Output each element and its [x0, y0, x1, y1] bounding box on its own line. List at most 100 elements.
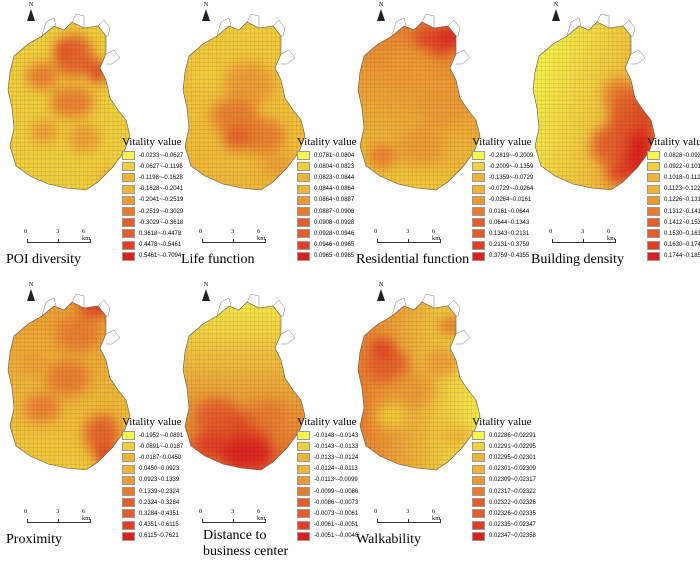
legend-label: -0.0061~-0.0051 — [314, 522, 359, 529]
vitality-hotspot — [418, 84, 466, 128]
coastline — [216, 17, 232, 37]
legend-item: 0.1123~0.1226 — [647, 184, 700, 195]
north-label: N — [28, 2, 34, 8]
scale-label: 3 — [231, 508, 235, 515]
legend-item: 0.1630~0.1744 — [647, 240, 700, 251]
legend-item: 0.0844~0.0864 — [297, 184, 357, 195]
legend-swatch — [297, 442, 310, 452]
legend-label: 0.02309~0.02317 — [489, 477, 536, 484]
legend-swatch — [297, 162, 310, 172]
scale-bar: 0 3 6 km — [374, 228, 444, 250]
vitality-hotspot — [195, 398, 239, 434]
legend-label: 0.1339~0.2324 — [139, 488, 180, 495]
legend-swatch — [297, 453, 310, 463]
legend-item: 0.0946~0.0965 — [297, 240, 357, 251]
coastline — [272, 299, 286, 317]
vitality-hotspot — [223, 62, 275, 106]
legend-item: 0.0644~0.1343 — [472, 217, 533, 228]
coastline — [391, 297, 407, 317]
scale-label: 6 km — [432, 508, 441, 522]
legend-swatch — [647, 218, 660, 228]
legend-label: 0.0644~0.1343 — [489, 219, 530, 226]
north-arrow: N — [24, 2, 38, 21]
legend-label: -0.0073~-0.0061 — [314, 510, 359, 517]
panel-caption: Life function — [181, 252, 254, 268]
scale-label: 3 — [406, 228, 410, 235]
panel-caption: POI diversity — [6, 252, 81, 268]
legend: Vitality value -0.0148~-0.0143 -0.0143~-0.… — [297, 416, 358, 542]
caption-line: Residential function — [356, 252, 470, 267]
vitality-hotspot — [611, 94, 635, 138]
scale-label: 0 — [374, 228, 378, 235]
legend-label: 0.5461~-0.7094 — [139, 253, 182, 260]
legend-item: -0.2819~-0.2009 — [472, 150, 533, 161]
legend-label: 0.2324~0.3284 — [139, 499, 180, 506]
coastline — [272, 19, 286, 37]
north-label: N — [378, 2, 384, 8]
scale-label: 0 — [24, 508, 28, 515]
legend-label: 0.0928~0.0946 — [314, 230, 355, 237]
legend-title: Vitality value — [472, 136, 532, 148]
legend-label: 0.3759~0.4355 — [489, 253, 530, 260]
legend-item: -0.0627~-0.1198 — [122, 161, 183, 172]
city-boundary — [357, 21, 481, 191]
legend-label: -0.2009~-0.1359 — [489, 163, 534, 170]
scale-label: 3 — [56, 508, 60, 515]
vitality-hotspot — [241, 118, 285, 154]
legend-label: 0.02322~0.02326 — [489, 499, 536, 506]
legend-label: 0.1744~0.1851 — [664, 253, 700, 260]
scale-label: 6 km — [432, 228, 441, 242]
vitality-map — [182, 13, 306, 191]
legend-swatch — [647, 229, 660, 239]
coastline — [246, 293, 260, 308]
legend-label: -0.1198~-0.1628 — [139, 174, 183, 181]
north-label: N — [28, 282, 34, 288]
city-boundary — [182, 301, 306, 471]
north-arrow-icon — [27, 289, 35, 301]
legend-item: 0.02309~0.02317 — [472, 475, 536, 486]
legend-swatch — [472, 453, 485, 463]
legend-item: 0.1412~0.1530 — [647, 217, 700, 228]
vitality-hotspot — [30, 120, 58, 144]
vitality-map — [357, 13, 481, 191]
legend-label: 0.0823~0.0844 — [314, 174, 355, 181]
legend-swatch — [472, 498, 485, 508]
vitality-map — [182, 293, 306, 471]
legend-swatch — [297, 173, 310, 183]
legend-item: 0.4351~0.6115 — [122, 520, 183, 531]
scale-label: 3 — [56, 228, 60, 235]
north-arrow: N — [549, 2, 563, 21]
vitality-map — [532, 13, 656, 191]
legend-item: 0.02295~0.02301 — [472, 452, 536, 463]
coastline — [216, 297, 232, 317]
scale-bar: 0 3 6 km — [24, 228, 94, 250]
north-arrow-icon — [202, 289, 210, 301]
legend-swatch — [297, 151, 310, 161]
north-label: N — [203, 2, 209, 8]
legend-swatch — [297, 498, 310, 508]
legend-swatch — [472, 442, 485, 452]
vitality-hotspot — [26, 62, 58, 90]
panel-caption: Building density — [531, 252, 624, 268]
vitality-hotspot — [94, 168, 118, 184]
legend-label: 0.1018~0.1123 — [664, 174, 700, 181]
legend-label: -0.3029~-0.3618 — [139, 219, 184, 226]
legend-swatch — [647, 195, 660, 205]
legend-swatch — [472, 173, 485, 183]
north-arrow-icon — [377, 9, 385, 21]
legend-label: 0.0828~0.0922 — [664, 152, 700, 159]
legend-swatch — [647, 162, 660, 172]
vitality-hotspot — [54, 42, 70, 58]
legend-item: -0.1628~-0.2041 — [122, 184, 183, 195]
coastline — [41, 297, 57, 317]
legend-label: 0.0922~0.1018 — [664, 163, 700, 170]
legend-label: -0.0729~-0.0264 — [489, 186, 534, 193]
north-arrow-icon — [377, 289, 385, 301]
vitality-hotspot — [591, 126, 627, 166]
legend-swatch — [472, 240, 485, 250]
legend-swatch — [647, 251, 660, 261]
north-arrow: N — [374, 282, 388, 301]
legend-item: -0.3029~-0.3618 — [122, 217, 183, 228]
legend-item: 0.1312~0.1412 — [647, 206, 700, 217]
legend-item: 0.02335~0.02347 — [472, 520, 536, 531]
